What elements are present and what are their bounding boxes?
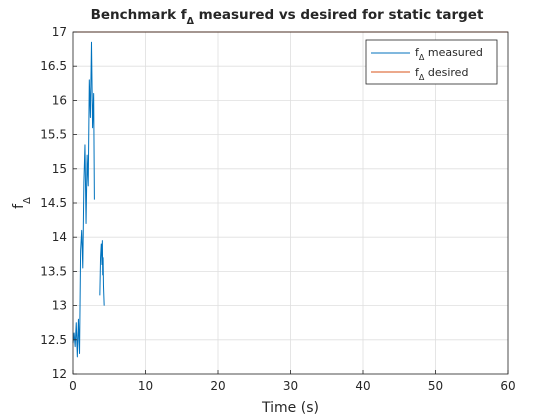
y-axis-label-subscript: Δ (22, 197, 33, 204)
y-tick-label: 13 (52, 299, 67, 313)
chart-title-suffix: measured vs desired for static target (194, 7, 484, 23)
y-tick-label: 16.5 (40, 59, 67, 73)
y-tick-label: 15.5 (40, 128, 67, 142)
y-tick-label: 14 (52, 230, 67, 244)
y-tick-label: 13.5 (40, 264, 67, 278)
series-line-measured (72, 41, 95, 358)
y-tick-label: 14.5 (40, 196, 67, 210)
legend: fΔ measured fΔ desired (365, 39, 498, 85)
x-axis-label: Time (s) (261, 400, 319, 416)
series-line-measured-segment-2- (99, 240, 105, 306)
y-axis-label: fΔ (11, 197, 33, 209)
x-tick-label: 60 (500, 379, 515, 393)
x-tick-label: 10 (138, 379, 153, 393)
axis-ticks: 0 10 20 30 40 50 60 12 12.5 13 13.5 14 14.5 15 15.5 16 1… (40, 25, 515, 393)
y-tick-label: 16 (52, 93, 67, 107)
legend-label-measured: fΔ measured (415, 46, 483, 62)
y-tick-label: 12 (52, 367, 67, 381)
x-tick-label: 30 (283, 379, 298, 393)
y-tick-label: 15 (52, 162, 67, 176)
y-axis-label-base: f (11, 203, 27, 209)
x-tick-label: 20 (210, 379, 225, 393)
chart-title: Benchmark fΔ measured vs desired for sta… (91, 7, 484, 27)
x-tick-label: 0 (69, 379, 77, 393)
chart-title-subscript: Δ (187, 16, 195, 27)
legend-label-desired: fΔ desired (415, 66, 468, 82)
chart-title-prefix: Benchmark f (91, 7, 187, 23)
y-tick-label: 12.5 (40, 333, 67, 347)
legend-box (365, 39, 498, 85)
y-tick-label: 17 (52, 25, 67, 39)
x-tick-label: 50 (428, 379, 443, 393)
x-tick-label: 40 (355, 379, 370, 393)
